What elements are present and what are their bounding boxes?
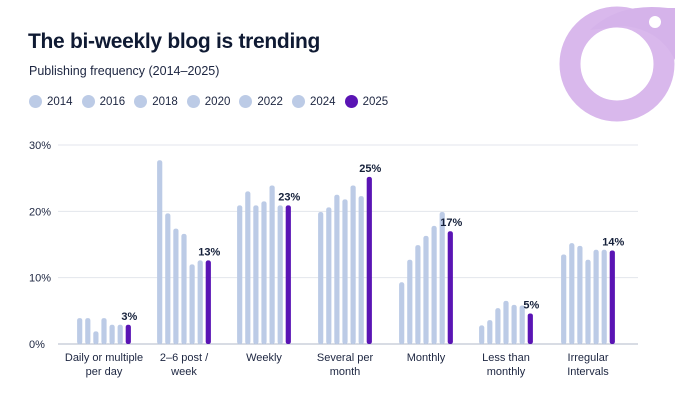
bar — [358, 196, 364, 344]
bar — [269, 185, 275, 344]
bar — [479, 325, 485, 344]
bar — [407, 259, 413, 344]
chart-subtitle: Publishing frequency (2014–2025) — [29, 64, 220, 78]
bar — [569, 243, 575, 344]
bar — [326, 207, 332, 344]
bar — [439, 211, 445, 344]
chart-title: The bi-weekly blog is trending — [28, 30, 321, 53]
bar — [77, 318, 83, 344]
bar — [85, 318, 91, 344]
bar — [342, 199, 348, 344]
bar — [101, 318, 107, 344]
bar — [165, 213, 171, 344]
legend-swatch — [81, 95, 95, 108]
bar — [181, 233, 187, 344]
bar — [334, 194, 340, 344]
bar — [157, 160, 163, 344]
x-category-label: Several per — [317, 352, 374, 364]
bar-2025 — [609, 250, 615, 344]
legend-label: 2025 — [362, 95, 389, 108]
chart-legend: 2014 2016 2018 2020 2022 2024 2025 — [29, 95, 397, 108]
data-label: 13% — [198, 246, 220, 258]
bar — [277, 205, 283, 344]
bar — [109, 324, 115, 344]
bar — [577, 245, 583, 344]
bar — [585, 259, 591, 344]
x-category-label: Weekly — [246, 352, 282, 364]
x-category-label: Daily or multiple — [65, 352, 143, 364]
data-label: 17% — [440, 217, 462, 229]
legend-label: 2024 — [309, 95, 336, 108]
legend-item-2016: 2016 — [81, 95, 126, 108]
bar — [253, 205, 259, 344]
x-category-label: Monthly — [407, 352, 446, 364]
y-tick-label: 30% — [29, 140, 51, 152]
bar — [189, 264, 195, 344]
legend-item-2014: 2014 — [29, 95, 73, 108]
bar — [173, 228, 179, 344]
bar — [318, 211, 324, 344]
data-label: 25% — [359, 163, 381, 175]
bar-2025 — [205, 260, 211, 344]
bar — [423, 235, 429, 344]
legend-swatch — [239, 95, 253, 108]
legend-item-2024: 2024 — [291, 95, 336, 108]
x-category-label: Less than — [482, 352, 530, 364]
legend-label: 2022 — [257, 95, 283, 108]
legend-item-2020: 2020 — [186, 95, 231, 108]
legend-item-2018: 2018 — [134, 95, 178, 108]
legend-item-2022: 2022 — [239, 95, 283, 108]
x-category-label: monthly — [487, 366, 526, 378]
bar — [487, 320, 493, 344]
bar — [431, 225, 437, 344]
bar — [399, 282, 405, 344]
bar — [519, 305, 525, 344]
data-label: 23% — [278, 191, 300, 203]
bar — [601, 249, 607, 344]
bar — [197, 260, 203, 344]
bar — [495, 308, 501, 344]
x-category-label: week — [170, 366, 197, 378]
bar-2025 — [125, 324, 131, 344]
legend-label: 2016 — [99, 95, 126, 108]
bar-2025 — [527, 313, 533, 344]
legend-item-2025: 2025 — [344, 95, 389, 108]
y-tick-label: 20% — [29, 206, 51, 218]
legend-swatch — [134, 95, 148, 108]
bar-2025 — [366, 176, 372, 344]
bar — [350, 185, 356, 344]
y-tick-label: 0% — [29, 339, 45, 351]
bar — [245, 191, 251, 344]
x-category-label: Irregular — [568, 352, 609, 364]
bar — [561, 254, 567, 344]
legend-label: 2014 — [47, 95, 73, 108]
legend-swatch — [186, 95, 200, 108]
bar — [237, 205, 243, 344]
legend-label: 2018 — [152, 95, 178, 108]
x-category-label: per day — [86, 366, 123, 378]
bar — [93, 331, 99, 344]
bar-2025 — [447, 231, 453, 344]
bar — [117, 324, 123, 344]
legend-label: 2020 — [204, 95, 231, 108]
y-tick-label: 10% — [29, 273, 51, 285]
legend-swatch — [29, 95, 42, 108]
bar — [593, 249, 599, 344]
bar — [503, 300, 509, 344]
data-label: 3% — [121, 311, 137, 323]
x-category-label: 2–6 post / — [160, 352, 209, 364]
legend-swatch — [291, 95, 305, 108]
legend-swatch — [344, 95, 358, 108]
bar — [511, 304, 517, 344]
bar — [415, 245, 421, 344]
bar — [261, 201, 267, 344]
bar-2025 — [285, 205, 291, 344]
x-category-label: month — [330, 366, 361, 378]
data-label: 14% — [602, 236, 624, 248]
x-category-label: Intervals — [567, 366, 609, 378]
data-label: 5% — [523, 299, 539, 311]
